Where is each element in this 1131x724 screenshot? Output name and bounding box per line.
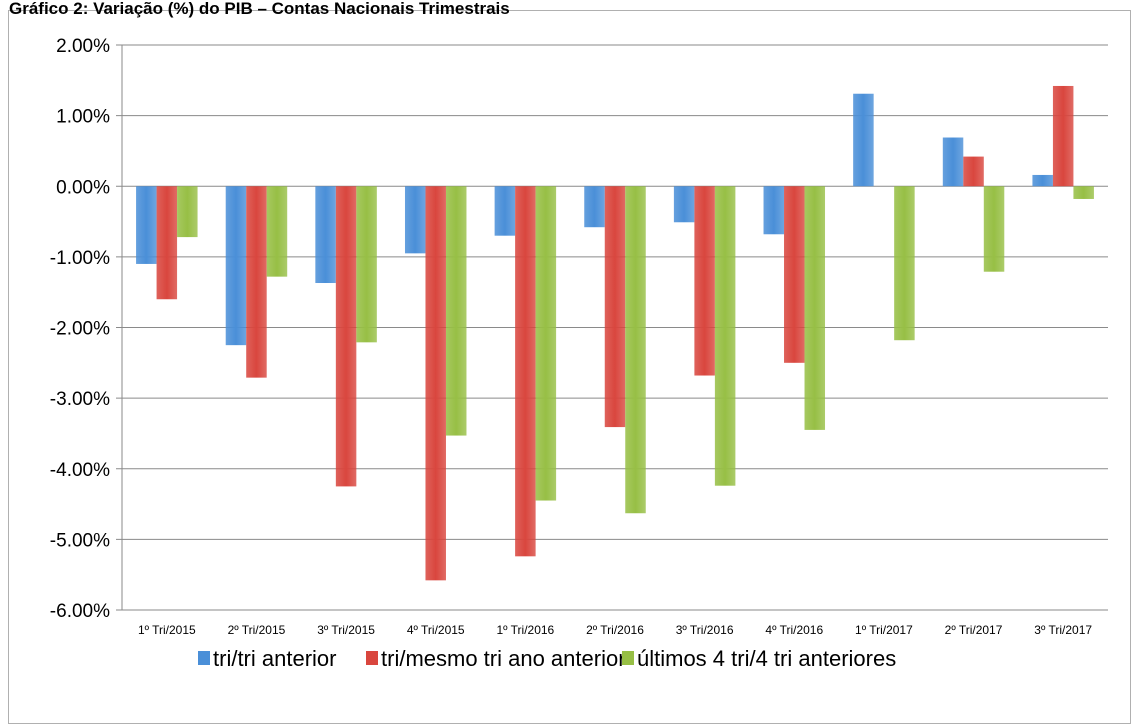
x-tick-label: 1º Tri/2015 (138, 623, 196, 637)
axes: 2.00% 1.00% 0.00% -1.00% -2.00% -3.00% -4.00% -… (50, 36, 1093, 637)
bar (515, 186, 536, 557)
bars (136, 85, 1094, 581)
x-tick-label: 3º Tri/2015 (317, 623, 375, 637)
bar (177, 186, 198, 238)
legend-label: tri/mesmo tri ano anterior (381, 646, 626, 671)
x-tick-label: 3º Tri/2017 (1034, 623, 1092, 637)
bar (763, 186, 785, 235)
x-tick-label: 3º Tri/2016 (676, 623, 734, 637)
bar (335, 186, 357, 487)
bar (963, 156, 984, 187)
bar (804, 186, 826, 430)
bar (246, 186, 267, 378)
bar (604, 186, 626, 428)
bar (535, 186, 557, 501)
chart-title: Gráfico 2: Variação (%) do PIB – Contas … (9, 0, 510, 18)
bar (673, 186, 695, 223)
bar (356, 186, 377, 343)
bar (425, 186, 446, 581)
bar (625, 186, 646, 514)
bar (942, 137, 964, 187)
chart-frame: Gráfico 2: Variação (%) do PIB – Contas … (8, 0, 1131, 724)
bar (225, 186, 247, 346)
bar (784, 186, 805, 363)
x-tick-label: 2º Tri/2017 (945, 623, 1003, 637)
y-tick-label: -1.00% (50, 248, 110, 269)
bar (714, 186, 736, 486)
bar (1032, 174, 1053, 187)
bar (315, 186, 336, 284)
bar (983, 186, 1005, 272)
bar (494, 186, 516, 236)
bar (266, 186, 288, 277)
bar (894, 186, 915, 341)
bar (445, 186, 467, 436)
bar (694, 186, 715, 376)
bar (853, 93, 874, 187)
legend-label: últimos 4 tri/4 tri anteriores (637, 646, 896, 671)
x-tick-label: 4º Tri/2015 (407, 623, 465, 637)
x-tick-label: 2º Tri/2015 (228, 623, 286, 637)
bar (136, 186, 157, 264)
legend-swatch (198, 651, 210, 665)
y-tick-label: 2.00% (56, 36, 110, 57)
bar (584, 186, 605, 228)
legend-swatch (366, 651, 378, 665)
y-tick-label: -2.00% (50, 319, 110, 340)
x-tick-label: 2º Tri/2016 (586, 623, 644, 637)
y-tick-label: -6.00% (50, 601, 110, 622)
bar (1052, 85, 1074, 187)
y-tick-label: -5.00% (50, 530, 110, 551)
legend-label: tri/tri anterior (213, 646, 336, 671)
bar (1073, 186, 1094, 199)
legend: tri/tri anterior tri/mesmo tri ano anteri… (198, 646, 896, 671)
y-tick-label: 1.00% (56, 107, 110, 128)
y-tick-label: -3.00% (50, 389, 110, 410)
legend-swatch (622, 651, 634, 665)
y-tick-label: 0.00% (56, 177, 110, 198)
x-tick-label: 1º Tri/2016 (496, 623, 554, 637)
x-tick-label: 4º Tri/2016 (765, 623, 823, 637)
x-tick-label: 1º Tri/2017 (855, 623, 913, 637)
bar (404, 186, 426, 254)
bar (156, 186, 178, 300)
y-tick-label: -4.00% (50, 460, 110, 481)
